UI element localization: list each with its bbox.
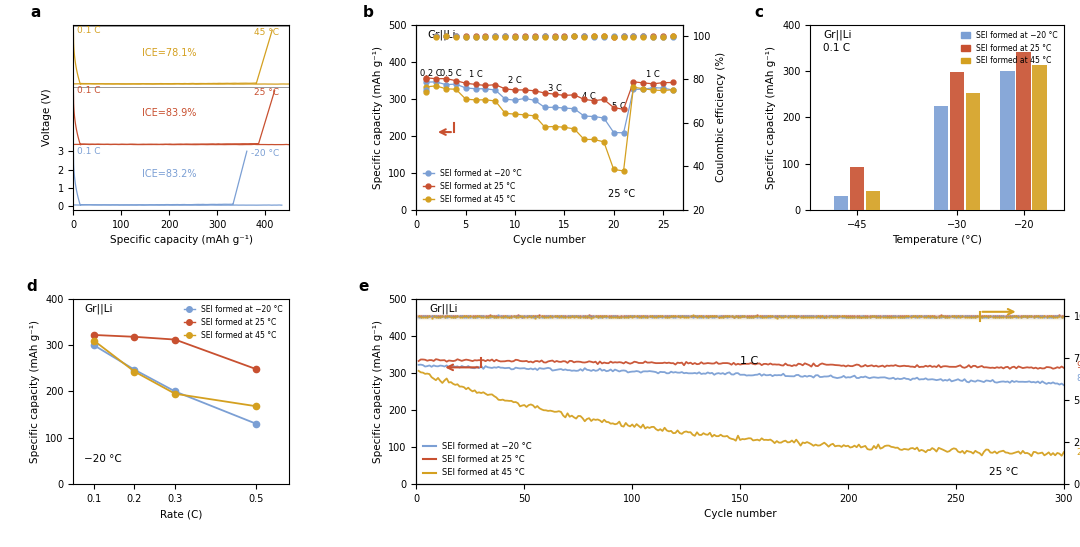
Text: 1 C: 1 C (469, 70, 483, 79)
X-axis label: Cycle number: Cycle number (704, 509, 777, 519)
Y-axis label: Specific capacity (mAh g⁻¹): Specific capacity (mAh g⁻¹) (373, 320, 382, 463)
Legend: SEI formed at −20 °C, SEI formed at 25 °C, SEI formed at 45 °C: SEI formed at −20 °C, SEI formed at 25 °… (420, 167, 524, 206)
Text: 0.1 C: 0.1 C (78, 147, 100, 156)
Bar (865, 191, 880, 210)
Text: −20 °C: −20 °C (84, 454, 122, 464)
Text: 3 C: 3 C (548, 84, 562, 92)
X-axis label: Temperature (°C): Temperature (°C) (892, 235, 982, 245)
Bar (949, 72, 964, 210)
Text: a: a (30, 5, 41, 20)
Text: 93.3%: 93.3% (1077, 360, 1080, 370)
Text: -20 °C: -20 °C (252, 149, 280, 158)
Bar (417, 315, 1064, 318)
Bar (934, 106, 948, 210)
Text: e: e (359, 280, 368, 294)
Text: 1 C: 1 C (646, 70, 660, 79)
Text: c: c (755, 5, 764, 20)
Bar (417, 315, 1064, 317)
Text: 25 °C: 25 °C (255, 88, 280, 97)
Text: 26.9%: 26.9% (1077, 449, 1080, 457)
Y-axis label: Coulombic efficiency (%): Coulombic efficiency (%) (716, 52, 727, 182)
Text: d: d (26, 280, 37, 294)
Text: ICE=83.9%: ICE=83.9% (143, 108, 197, 118)
Bar (1032, 65, 1048, 210)
Text: ICE=83.2%: ICE=83.2% (141, 169, 197, 179)
Text: 45 °C: 45 °C (255, 28, 280, 37)
Text: 0.1 C: 0.1 C (823, 43, 850, 53)
Y-axis label: Specific capacity (mAh g⁻¹): Specific capacity (mAh g⁻¹) (767, 46, 777, 189)
Y-axis label: Voltage (V): Voltage (V) (42, 89, 52, 146)
Text: 0.1 C: 0.1 C (78, 26, 100, 35)
Legend: SEI formed at −20 °C, SEI formed at 25 °C, SEI formed at 45 °C: SEI formed at −20 °C, SEI formed at 25 °… (181, 302, 285, 342)
Text: ICE=78.1%: ICE=78.1% (141, 48, 197, 58)
Bar (417, 316, 1064, 319)
X-axis label: Specific capacity (mAh g⁻¹): Specific capacity (mAh g⁻¹) (110, 235, 253, 245)
X-axis label: Cycle number: Cycle number (513, 235, 586, 245)
Text: 83.1%: 83.1% (1077, 374, 1080, 383)
X-axis label: Rate (C): Rate (C) (160, 509, 202, 519)
Text: 4 C: 4 C (582, 92, 596, 101)
Text: 0.2 C: 0.2 C (420, 69, 442, 78)
Legend: SEI formed at −20 °C, SEI formed at 25 °C, SEI formed at 45 °C: SEI formed at −20 °C, SEI formed at 25 °… (958, 28, 1059, 68)
Bar (834, 196, 848, 210)
Text: Gr||Li: Gr||Li (430, 304, 458, 314)
Text: 25 °C: 25 °C (989, 467, 1018, 477)
Text: Gr||Li: Gr||Li (823, 29, 851, 40)
Text: 25 °C: 25 °C (608, 189, 635, 199)
Text: 0.1 C: 0.1 C (78, 86, 100, 95)
Y-axis label: Specific capacity (mAh g⁻¹): Specific capacity (mAh g⁻¹) (373, 46, 382, 189)
Text: 5 C: 5 C (611, 102, 625, 111)
Text: 0.5 C: 0.5 C (441, 69, 462, 78)
Y-axis label: Specific capacity (mAh g⁻¹): Specific capacity (mAh g⁻¹) (29, 320, 40, 463)
Text: Gr||Li: Gr||Li (84, 304, 112, 314)
Legend: SEI formed at −20 °C, SEI formed at 25 °C, SEI formed at 45 °C: SEI formed at −20 °C, SEI formed at 25 °… (420, 440, 535, 480)
Text: Gr||Li: Gr||Li (427, 29, 456, 40)
Bar (850, 167, 864, 210)
Bar (1000, 71, 1015, 210)
Bar (966, 93, 981, 210)
Text: 2 C: 2 C (509, 76, 522, 85)
Text: 1 C: 1 C (740, 356, 758, 365)
Bar (1016, 53, 1031, 210)
Text: b: b (363, 5, 374, 20)
